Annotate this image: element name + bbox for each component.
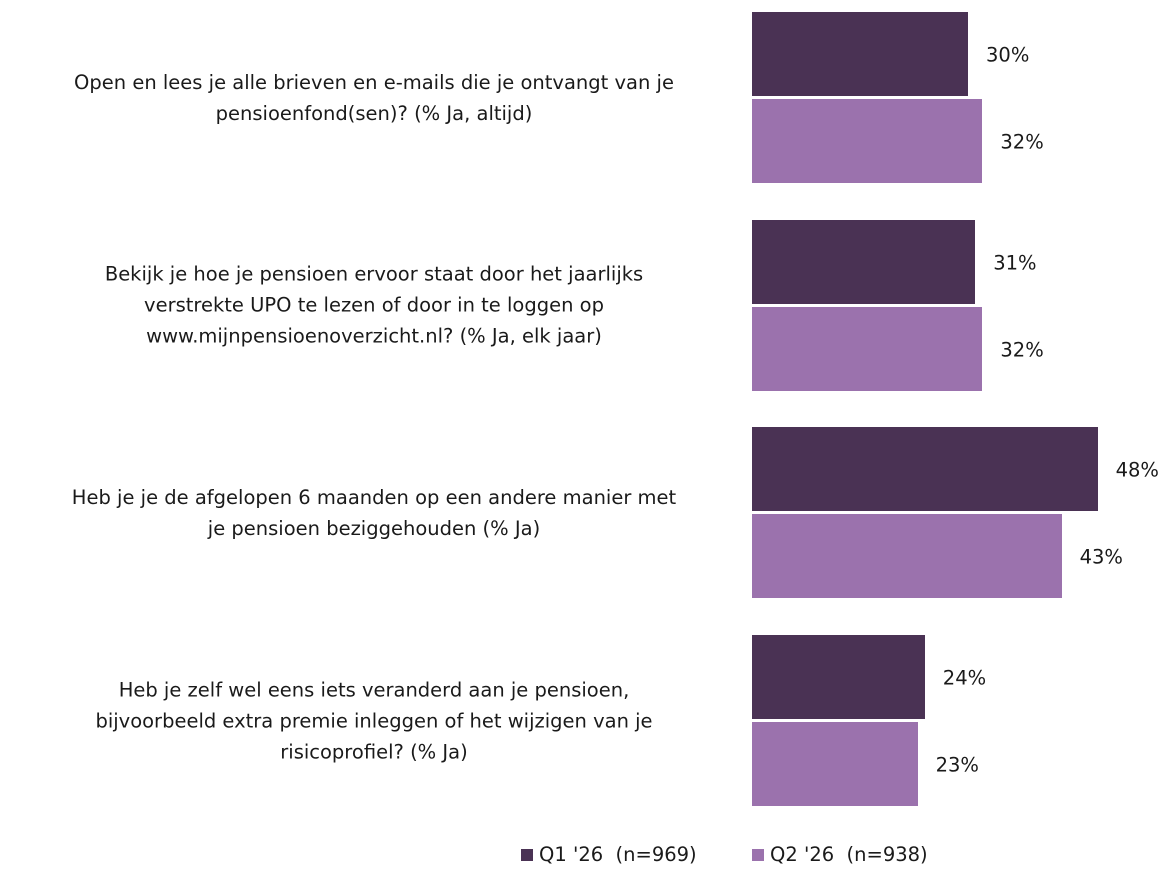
- value-label: 24%: [942, 666, 987, 690]
- value-label: 31%: [993, 251, 1037, 275]
- bar: [752, 12, 968, 96]
- bar: [752, 99, 983, 183]
- bar: [752, 635, 925, 720]
- bar: [752, 306, 983, 391]
- legend-label: Q2 '26 (n=938): [770, 843, 928, 866]
- value-label: 32%: [1000, 338, 1044, 362]
- value-label: 30%: [986, 43, 1030, 67]
- category-label: Bekijk je hoe je pensioen ervoor staat d…: [104, 262, 644, 348]
- category-label: Heb je zelf wel eens iets veranderd aan …: [95, 678, 653, 764]
- bar: [752, 219, 976, 304]
- value-label: 48%: [1115, 458, 1159, 482]
- legend-swatch: [521, 848, 533, 861]
- value-label: 32%: [1000, 130, 1044, 154]
- legend-item: Q1 '26 (n=969): [521, 843, 697, 866]
- category-label: Open en lees je alle brieven en e-mails …: [74, 70, 674, 125]
- bar: [752, 514, 1062, 599]
- bar: [752, 722, 918, 807]
- value-label: 23%: [935, 753, 979, 777]
- bar: [752, 427, 1098, 512]
- category-label: Heb je je de afgelopen 6 maanden op een …: [71, 485, 677, 540]
- legend-item: Q2 '26 (n=938): [752, 843, 928, 866]
- legend-swatch: [752, 848, 764, 861]
- value-label: 43%: [1079, 545, 1123, 569]
- legend-label: Q1 '26 (n=969): [539, 843, 697, 866]
